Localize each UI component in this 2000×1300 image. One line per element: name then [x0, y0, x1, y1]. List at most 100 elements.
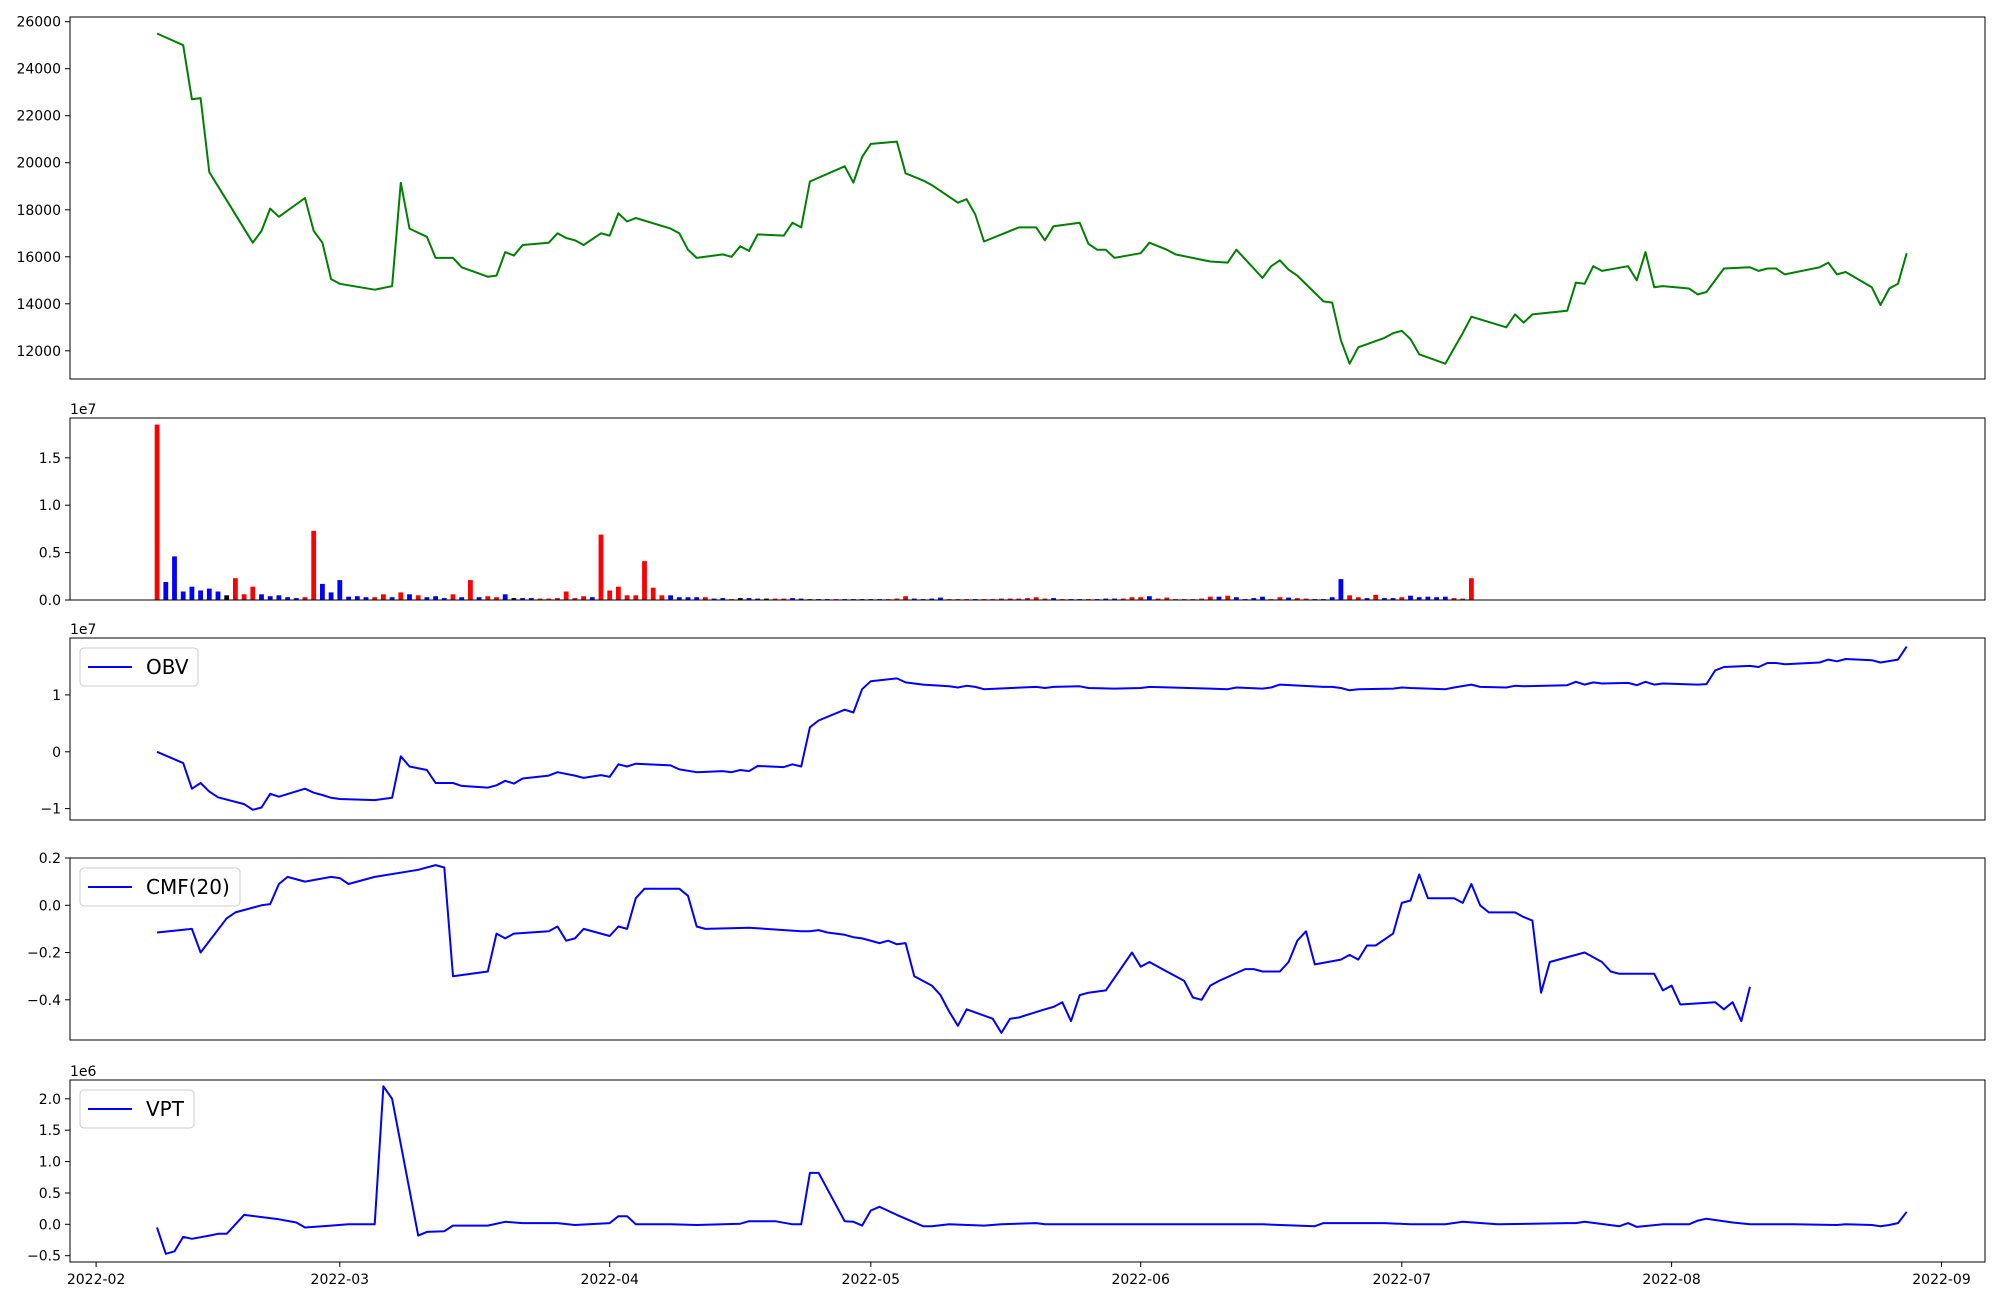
obv-point-111 [1819, 662, 1820, 663]
price-point-77 [1227, 262, 1228, 263]
obv-point-50 [818, 720, 819, 721]
price-point-8 [270, 208, 271, 209]
price-panel-frame [69, 16, 1986, 380]
cmf-point-66 [1131, 952, 1132, 953]
volume-bar-60 [676, 597, 682, 600]
price-point-37 [635, 217, 636, 218]
volume-bar-102 [1042, 598, 1048, 600]
xtick-label-6: 2022-08 [1642, 1272, 1701, 1288]
price-point-90 [1393, 333, 1394, 334]
obv-point-90 [1514, 685, 1515, 686]
cmf-point-102 [1541, 992, 1542, 993]
volume-bar-68 [746, 598, 752, 600]
obv-point-47 [792, 764, 793, 765]
price-point-22 [461, 267, 462, 268]
volume-bar-41 [511, 598, 517, 600]
cmf-point-87 [1366, 945, 1367, 946]
cmf-point-19 [496, 933, 497, 934]
obv-point-21 [435, 782, 436, 783]
obv-point-23 [461, 785, 462, 786]
obv-point-40 [696, 772, 697, 773]
volume-bar-150 [1460, 598, 1466, 600]
obv-point-73 [1236, 687, 1237, 688]
volume-bar-112 [1129, 597, 1135, 600]
cmf-point-43 [853, 937, 854, 938]
obv-point-12 [313, 792, 314, 793]
price-point-25 [505, 252, 506, 253]
price-point-106 [1601, 270, 1602, 271]
obv-point-112 [1828, 659, 1829, 660]
price-point-51 [844, 166, 845, 167]
vpt-point-13 [331, 1225, 332, 1226]
price-point-127 [1889, 288, 1890, 289]
cmf-legend-label: CMF(20) [146, 875, 230, 899]
price-point-42 [722, 254, 723, 255]
cmf-point-71 [1184, 980, 1185, 981]
vpt-point-66 [1619, 1226, 1620, 1227]
obv-point-76 [1279, 684, 1280, 685]
cmf-legend-box [79, 867, 241, 907]
volume-bar-28 [398, 592, 404, 600]
vpt-point-15 [374, 1224, 375, 1225]
cmf-point-91 [1410, 900, 1411, 901]
volume-bar-8 [224, 595, 230, 600]
obv-point-19 [409, 766, 410, 767]
vpt-legend-label: VPT [146, 1097, 185, 1121]
price-point-67 [1079, 222, 1080, 223]
obv-point-70 [1149, 686, 1150, 687]
volume-bar-58 [659, 595, 665, 600]
cmf-point-15 [435, 865, 436, 866]
obv-point-39 [679, 769, 680, 770]
volume-bar-7 [215, 591, 221, 600]
cmf-point-10 [331, 876, 332, 877]
vpt-point-28 [618, 1216, 619, 1217]
price-point-7 [261, 230, 262, 231]
volume-bar-22 [346, 596, 351, 600]
cmf-point-22 [548, 931, 549, 932]
price-point-101 [1532, 314, 1533, 315]
volume-bar-12 [259, 594, 264, 600]
xtick-label-1: 2022-03 [311, 1272, 370, 1288]
xtick-label-7: 2022-09 [1912, 1272, 1971, 1288]
vpt-point-42 [862, 1225, 863, 1226]
vpt-point-18 [418, 1235, 419, 1236]
vpt-point-79 [1880, 1226, 1881, 1227]
obv-point-65 [1053, 686, 1054, 687]
price-point-10 [304, 197, 305, 198]
vpt-point-4 [191, 1238, 192, 1239]
vpt-ytick-label-2: 0.5 [39, 1186, 61, 1202]
vpt-point-77 [1845, 1224, 1846, 1225]
obv-point-79 [1340, 687, 1341, 688]
cmf-point-61 [1062, 1002, 1063, 1003]
price-point-2 [191, 99, 192, 100]
volume-bar-65 [720, 598, 726, 600]
vpt-point-76 [1836, 1224, 1837, 1225]
price-point-124 [1845, 271, 1846, 272]
cmf-ytick-label-2: 0.0 [39, 898, 61, 914]
volume-bar-141 [1382, 598, 1387, 600]
vpt-point-8 [244, 1214, 245, 1215]
volume-bar-18 [311, 530, 317, 600]
price-point-43 [731, 256, 732, 257]
volume-panel-frame [69, 417, 1986, 601]
price-point-86 [1340, 340, 1341, 341]
vpt-point-64 [1575, 1223, 1576, 1224]
vpt-point-20 [444, 1231, 445, 1232]
volume-bar-54 [624, 595, 630, 600]
cmf-ytick-label-0: −0.4 [27, 993, 61, 1009]
volume-bar-47 [563, 591, 569, 600]
cmf-point-57 [1010, 1018, 1011, 1019]
obv-point-14 [331, 797, 332, 798]
price-point-89 [1384, 337, 1385, 338]
cmf-point-45 [879, 943, 880, 944]
obv-point-17 [392, 797, 393, 798]
vpt-legend: VPT [79, 1089, 195, 1129]
vpt-point-51 [1036, 1223, 1037, 1224]
obv-point-15 [339, 798, 340, 799]
vpt-point-0 [156, 1227, 157, 1228]
cmf-point-14 [418, 869, 419, 870]
obv-point-114 [1845, 658, 1846, 659]
vpt-point-12 [313, 1226, 314, 1227]
volume-bar-11 [250, 586, 256, 600]
vpt-point-55 [1262, 1224, 1263, 1225]
